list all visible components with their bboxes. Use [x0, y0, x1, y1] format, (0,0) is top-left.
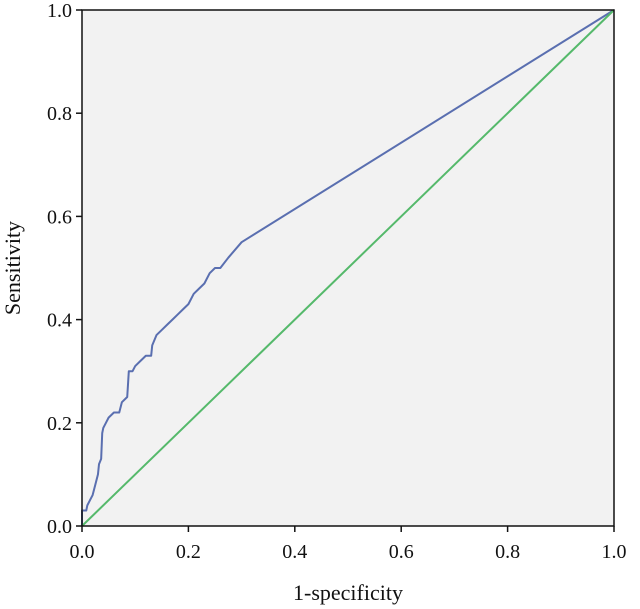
y-tick-label: 1.0 [47, 0, 72, 22]
x-axis-ticks: 0.0 0.2 0.4 0.6 0.8 1.0 [70, 526, 627, 563]
x-tick-label: 0.4 [282, 541, 307, 563]
x-tick-label: 0.6 [389, 541, 414, 563]
y-tick-label: 0.4 [47, 310, 72, 332]
x-tick-label: 0.0 [70, 541, 95, 563]
y-tick-label: 0.8 [47, 103, 72, 125]
y-tick-label: 0.6 [47, 206, 72, 228]
reference-diagonal-line [81, 9, 615, 527]
y-axis-title: Sensitivity [0, 221, 25, 315]
y-axis-ticks: 0.0 0.2 0.4 0.6 0.8 1.0 [47, 0, 82, 538]
y-tick-label: 0.2 [47, 413, 72, 435]
x-tick-label: 0.2 [176, 541, 201, 563]
plot-area [81, 9, 615, 527]
x-tick-label: 0.8 [495, 541, 520, 563]
x-tick-label: 1.0 [602, 541, 627, 563]
y-tick-label: 0.0 [47, 516, 72, 538]
x-axis-title: 1-specificity [293, 580, 403, 605]
plot-frame [81, 9, 615, 527]
roc-curve-line [81, 9, 615, 526]
